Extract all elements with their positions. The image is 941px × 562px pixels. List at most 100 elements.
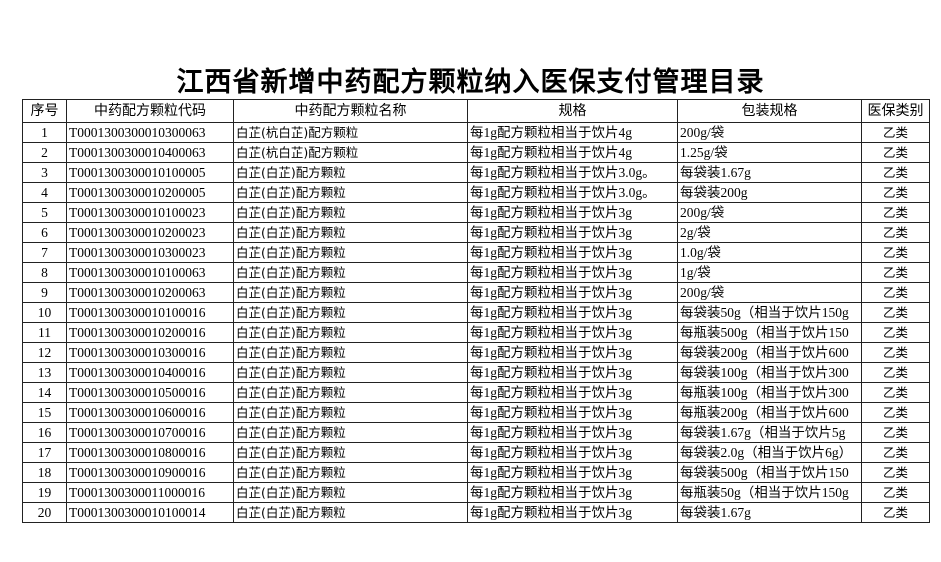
cell-name: 白芷(白芷)配方颗粒 xyxy=(233,222,468,243)
cell-code: T0001300300010200016 xyxy=(66,322,234,343)
table-row: 19 T0001300300011000016 白芷(白芷)配方颗粒 每1g配方颗粒相… xyxy=(22,482,930,503)
cell-seq: 17 xyxy=(22,442,67,463)
cell-seq: 18 xyxy=(22,462,67,483)
cell-spec: 每1g配方颗粒相当于饮片3g xyxy=(467,482,678,503)
cell-category: 乙类 xyxy=(861,482,930,503)
header-spec: 规格 xyxy=(467,99,678,123)
cell-package: 2g/袋 xyxy=(677,222,862,243)
cell-package: 每袋装2.0g（相当于饮片6g） xyxy=(677,442,862,463)
cell-code: T0001300300010900016 xyxy=(66,462,234,483)
cell-category: 乙类 xyxy=(861,282,930,303)
cell-spec: 每1g配方颗粒相当于饮片4g xyxy=(467,122,678,143)
page-title: 江西省新增中药配方颗粒纳入医保支付管理目录 xyxy=(176,67,765,97)
cell-seq: 15 xyxy=(22,402,67,423)
cell-name: 白芷(白芷)配方颗粒 xyxy=(233,162,468,183)
cell-package: 每瓶装100g（相当于饮片300 xyxy=(677,382,862,403)
cell-package: 每瓶装50g（相当于饮片150g xyxy=(677,482,862,503)
cell-name: 白芷(白芷)配方颗粒 xyxy=(233,202,468,223)
table-row: 11 T0001300300010200016 白芷(白芷)配方颗粒 每1g配方颗粒相… xyxy=(22,322,930,343)
cell-name: 白芷(白芷)配方颗粒 xyxy=(233,482,468,503)
cell-code: T0001300300010300063 xyxy=(66,122,234,143)
cell-spec: 每1g配方颗粒相当于饮片3g xyxy=(467,422,678,443)
cell-category: 乙类 xyxy=(861,382,930,403)
cell-name: 白芷(白芷)配方颗粒 xyxy=(233,422,468,443)
cell-code: T0001300300010700016 xyxy=(66,422,234,443)
cell-package: 200g/袋 xyxy=(677,202,862,223)
cell-seq: 9 xyxy=(22,282,67,303)
cell-spec: 每1g配方颗粒相当于饮片3g xyxy=(467,262,678,283)
cell-seq: 6 xyxy=(22,222,67,243)
table-row: 5 T0001300300010100023 白芷(白芷)配方颗粒 每1g配方颗粒相当… xyxy=(22,202,930,223)
cell-package: 每袋装50g（相当于饮片150g xyxy=(677,302,862,323)
table-row: 15 T0001300300010600016 白芷(白芷)配方颗粒 每1g配方颗粒相… xyxy=(22,402,930,423)
header-code: 中药配方颗粒代码 xyxy=(66,99,234,123)
cell-code: T0001300300010100016 xyxy=(66,302,234,323)
cell-package: 1g/袋 xyxy=(677,262,862,283)
cell-name: 白芷(白芷)配方颗粒 xyxy=(233,442,468,463)
cell-name: 白芷(白芷)配方颗粒 xyxy=(233,462,468,483)
cell-code: T0001300300010100005 xyxy=(66,162,234,183)
cell-spec: 每1g配方颗粒相当于饮片3g xyxy=(467,202,678,223)
cell-spec: 每1g配方颗粒相当于饮片3g xyxy=(467,222,678,243)
cell-name: 白芷(白芷)配方颗粒 xyxy=(233,242,468,263)
table-row: 12 T0001300300010300016 白芷(白芷)配方颗粒 每1g配方颗粒相… xyxy=(22,342,930,363)
cell-seq: 1 xyxy=(22,122,67,143)
cell-spec: 每1g配方颗粒相当于饮片4g xyxy=(467,142,678,163)
cell-category: 乙类 xyxy=(861,242,930,263)
cell-name: 白芷(白芷)配方颗粒 xyxy=(233,262,468,283)
table-row: 6 T0001300300010200023 白芷(白芷)配方颗粒 每1g配方颗粒相当… xyxy=(22,222,930,243)
cell-spec: 每1g配方颗粒相当于饮片3g xyxy=(467,502,678,523)
cell-name: 白芷(白芷)配方颗粒 xyxy=(233,502,468,523)
table-row: 18 T0001300300010900016 白芷(白芷)配方颗粒 每1g配方颗粒相… xyxy=(22,462,930,483)
cell-package: 1.0g/袋 xyxy=(677,242,862,263)
table-row: 2 T0001300300010400063 白芷(杭白芷)配方颗粒 每1g配方颗粒相… xyxy=(22,142,930,163)
cell-spec: 每1g配方颗粒相当于饮片3g xyxy=(467,362,678,383)
cell-seq: 10 xyxy=(22,302,67,323)
cell-package: 1.25g/袋 xyxy=(677,142,862,163)
cell-code: T0001300300010200063 xyxy=(66,282,234,303)
cell-seq: 13 xyxy=(22,362,67,383)
cell-category: 乙类 xyxy=(861,362,930,383)
table-row: 20 T0001300300010100014 白芷(白芷)配方颗粒 每1g配方颗粒相… xyxy=(22,502,930,523)
cell-category: 乙类 xyxy=(861,162,930,183)
cell-package: 每瓶装200g（相当于饮片600 xyxy=(677,402,862,423)
cell-seq: 7 xyxy=(22,242,67,263)
cell-code: T0001300300010800016 xyxy=(66,442,234,463)
cell-seq: 4 xyxy=(22,182,67,203)
cell-category: 乙类 xyxy=(861,262,930,283)
cell-name: 白芷(白芷)配方颗粒 xyxy=(233,282,468,303)
cell-code: T0001300300010100023 xyxy=(66,202,234,223)
cell-spec: 每1g配方颗粒相当于饮片3g xyxy=(467,442,678,463)
cell-code: T0001300300010200023 xyxy=(66,222,234,243)
cell-name: 白芷(白芷)配方颗粒 xyxy=(233,342,468,363)
cell-code: T0001300300010400016 xyxy=(66,362,234,383)
cell-spec: 每1g配方颗粒相当于饮片3g xyxy=(467,342,678,363)
cell-spec: 每1g配方颗粒相当于饮片3g xyxy=(467,302,678,323)
cell-category: 乙类 xyxy=(861,462,930,483)
cell-seq: 11 xyxy=(22,322,67,343)
cell-category: 乙类 xyxy=(861,142,930,163)
cell-code: T0001300300010100014 xyxy=(66,502,234,523)
table-row: 17 T0001300300010800016 白芷(白芷)配方颗粒 每1g配方颗粒相… xyxy=(22,442,930,463)
cell-code: T0001300300010600016 xyxy=(66,402,234,423)
cell-name: 白芷(白芷)配方颗粒 xyxy=(233,362,468,383)
cell-code: T0001300300010300016 xyxy=(66,342,234,363)
cell-spec: 每1g配方颗粒相当于饮片3g xyxy=(467,462,678,483)
cell-seq: 5 xyxy=(22,202,67,223)
table-row: 16 T0001300300010700016 白芷(白芷)配方颗粒 每1g配方颗粒相… xyxy=(22,422,930,443)
table-row: 3 T0001300300010100005 白芷(白芷)配方颗粒 每1g配方颗粒相当… xyxy=(22,162,930,183)
table-body: 1 T0001300300010300063 白芷(杭白芷)配方颗粒 每1g配方颗粒相… xyxy=(22,122,930,523)
cell-spec: 每1g配方颗粒相当于饮片3.0g。 xyxy=(467,182,678,203)
cell-package: 200g/袋 xyxy=(677,122,862,143)
table-row: 8 T0001300300010100063 白芷(白芷)配方颗粒 每1g配方颗粒相当… xyxy=(22,262,930,283)
cell-code: T0001300300010200005 xyxy=(66,182,234,203)
cell-spec: 每1g配方颗粒相当于饮片3g xyxy=(467,282,678,303)
cell-code: T0001300300010100063 xyxy=(66,262,234,283)
table-header-row: 序号 中药配方颗粒代码 中药配方颗粒名称 规格 包装规格 医保类别 xyxy=(22,99,930,123)
cell-category: 乙类 xyxy=(861,502,930,523)
cell-category: 乙类 xyxy=(861,202,930,223)
cell-seq: 16 xyxy=(22,422,67,443)
cell-spec: 每1g配方颗粒相当于饮片3g xyxy=(467,322,678,343)
cell-seq: 2 xyxy=(22,142,67,163)
catalog-table: 序号 中药配方颗粒代码 中药配方颗粒名称 规格 包装规格 医保类别 1 T0001… xyxy=(22,99,930,523)
